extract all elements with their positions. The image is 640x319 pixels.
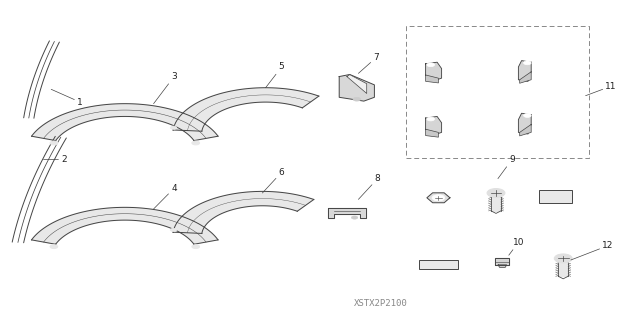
Polygon shape xyxy=(426,129,438,137)
Circle shape xyxy=(427,63,435,67)
Text: XSTX2P2100: XSTX2P2100 xyxy=(354,299,408,308)
Text: 6: 6 xyxy=(262,168,284,193)
Circle shape xyxy=(192,245,200,249)
Text: 7: 7 xyxy=(358,53,379,73)
Text: 3: 3 xyxy=(154,72,177,104)
Polygon shape xyxy=(426,62,442,81)
Text: 9: 9 xyxy=(498,155,515,179)
Text: 11: 11 xyxy=(586,82,617,96)
Polygon shape xyxy=(328,208,366,218)
Polygon shape xyxy=(498,265,507,267)
Polygon shape xyxy=(518,61,531,81)
Circle shape xyxy=(50,245,58,249)
Circle shape xyxy=(50,141,58,145)
Polygon shape xyxy=(495,258,509,265)
Polygon shape xyxy=(520,72,531,83)
Polygon shape xyxy=(520,124,531,136)
Circle shape xyxy=(192,141,200,145)
Polygon shape xyxy=(558,263,568,276)
Polygon shape xyxy=(426,116,442,136)
Circle shape xyxy=(351,216,358,219)
Polygon shape xyxy=(518,113,531,134)
Polygon shape xyxy=(339,75,374,101)
Circle shape xyxy=(524,61,531,65)
Polygon shape xyxy=(173,191,314,234)
Text: 10: 10 xyxy=(509,238,524,255)
Text: 12: 12 xyxy=(571,241,614,260)
Polygon shape xyxy=(31,104,218,141)
Text: 1: 1 xyxy=(51,89,83,107)
Text: 4: 4 xyxy=(154,184,177,209)
Bar xyxy=(539,190,572,203)
Polygon shape xyxy=(427,193,450,203)
Polygon shape xyxy=(426,75,438,83)
Polygon shape xyxy=(491,197,501,211)
Bar xyxy=(419,260,458,269)
Circle shape xyxy=(170,126,177,129)
Polygon shape xyxy=(347,75,367,93)
Circle shape xyxy=(524,114,531,117)
Text: 8: 8 xyxy=(358,174,380,199)
Text: 2: 2 xyxy=(44,155,67,164)
Circle shape xyxy=(170,228,177,232)
Polygon shape xyxy=(173,88,319,131)
Circle shape xyxy=(487,189,505,197)
Circle shape xyxy=(432,195,445,201)
Circle shape xyxy=(353,97,361,101)
Polygon shape xyxy=(31,207,218,244)
Text: 5: 5 xyxy=(266,63,284,88)
Circle shape xyxy=(554,254,572,263)
Circle shape xyxy=(427,117,435,121)
